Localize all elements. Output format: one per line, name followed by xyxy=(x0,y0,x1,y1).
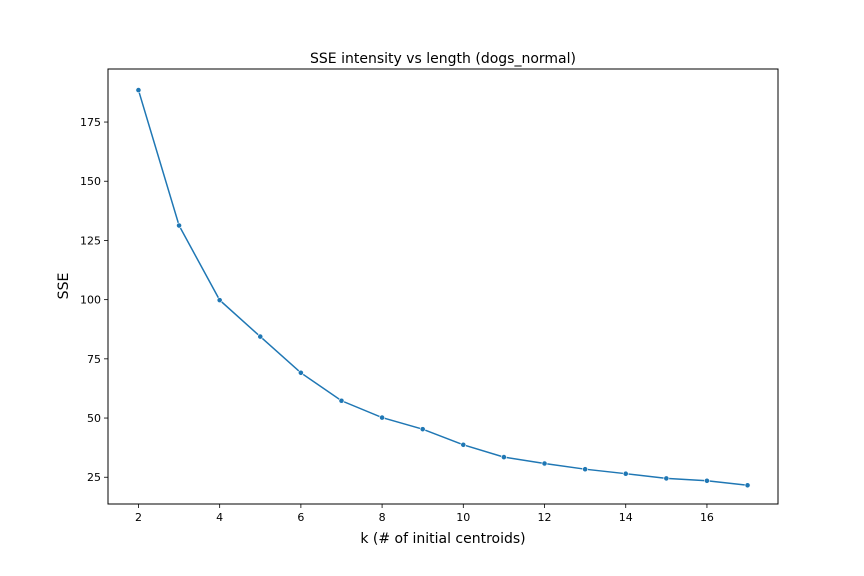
y-tick-label: 75 xyxy=(87,353,101,366)
y-tick-label: 125 xyxy=(80,234,101,247)
y-axis-label: SSE xyxy=(56,273,72,300)
data-point xyxy=(501,454,507,461)
y-axis: 25 50 75 100 125 150 175 xyxy=(80,116,108,484)
x-tick-label: 16 xyxy=(700,511,714,524)
data-point xyxy=(176,222,182,229)
x-tick-label: 6 xyxy=(297,511,304,524)
data-point xyxy=(379,414,385,421)
data-point xyxy=(297,369,304,376)
x-tick-label: 8 xyxy=(379,511,386,524)
plot-area xyxy=(135,87,751,489)
y-tick-label: 150 xyxy=(80,175,101,188)
x-tick-label: 2 xyxy=(135,511,142,524)
x-tick-label: 12 xyxy=(538,511,552,524)
data-point xyxy=(216,297,223,304)
data-point xyxy=(744,482,751,489)
x-tick-label: 14 xyxy=(619,511,633,524)
series-line xyxy=(137,89,748,487)
data-point xyxy=(663,475,670,482)
x-axis-label: k (# of initial centroids) xyxy=(360,531,525,547)
y-tick-label: 100 xyxy=(80,294,101,307)
x-tick-label: 4 xyxy=(216,511,223,524)
x-axis: 2 4 6 8 10 12 14 16 xyxy=(135,504,714,524)
y-tick-label: 175 xyxy=(80,116,101,129)
data-point xyxy=(541,460,548,467)
data-point xyxy=(460,441,467,448)
data-point xyxy=(257,333,264,340)
data-point xyxy=(419,426,426,433)
y-tick-label: 25 xyxy=(87,471,101,484)
data-point xyxy=(704,477,710,484)
x-tick-label: 10 xyxy=(456,511,470,524)
data-point xyxy=(338,397,345,404)
plot-frame xyxy=(107,68,779,505)
y-tick-label: 50 xyxy=(87,412,101,425)
data-point xyxy=(622,470,629,477)
data-point xyxy=(135,87,142,93)
data-point xyxy=(582,466,589,473)
chart-title: SSE intensity vs length (dogs_normal) xyxy=(310,51,576,67)
